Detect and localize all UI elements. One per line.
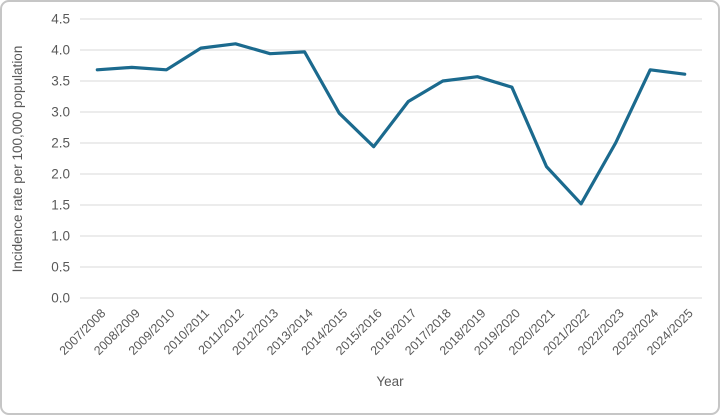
y-tick-label: 3.0	[51, 105, 70, 120]
y-tick-label: 0.5	[51, 260, 70, 275]
y-axis-title: Incidence rate per 100,000 population	[10, 46, 25, 273]
y-tick-label: 0.0	[51, 291, 70, 306]
y-axis-tick-labels: 0.0 0.5 1.0 1.5 2.0 2.5 3.0 3.5 4.0 4.5	[51, 12, 70, 306]
x-axis-title: Year	[376, 374, 404, 389]
y-tick-label: 1.5	[51, 198, 70, 213]
x-axis-tick-labels: 2007/20082008/20092009/20102010/20112011…	[57, 306, 696, 358]
y-tick-label: 4.5	[51, 12, 70, 27]
y-tick-label: 4.0	[51, 43, 70, 58]
gridlines	[80, 18, 702, 299]
y-tick-label: 2.0	[51, 167, 70, 182]
y-tick-label: 1.0	[51, 229, 70, 244]
data-series-line	[95, 42, 687, 206]
y-tick-label: 3.5	[51, 74, 70, 89]
y-tick-label: 2.5	[51, 136, 70, 151]
